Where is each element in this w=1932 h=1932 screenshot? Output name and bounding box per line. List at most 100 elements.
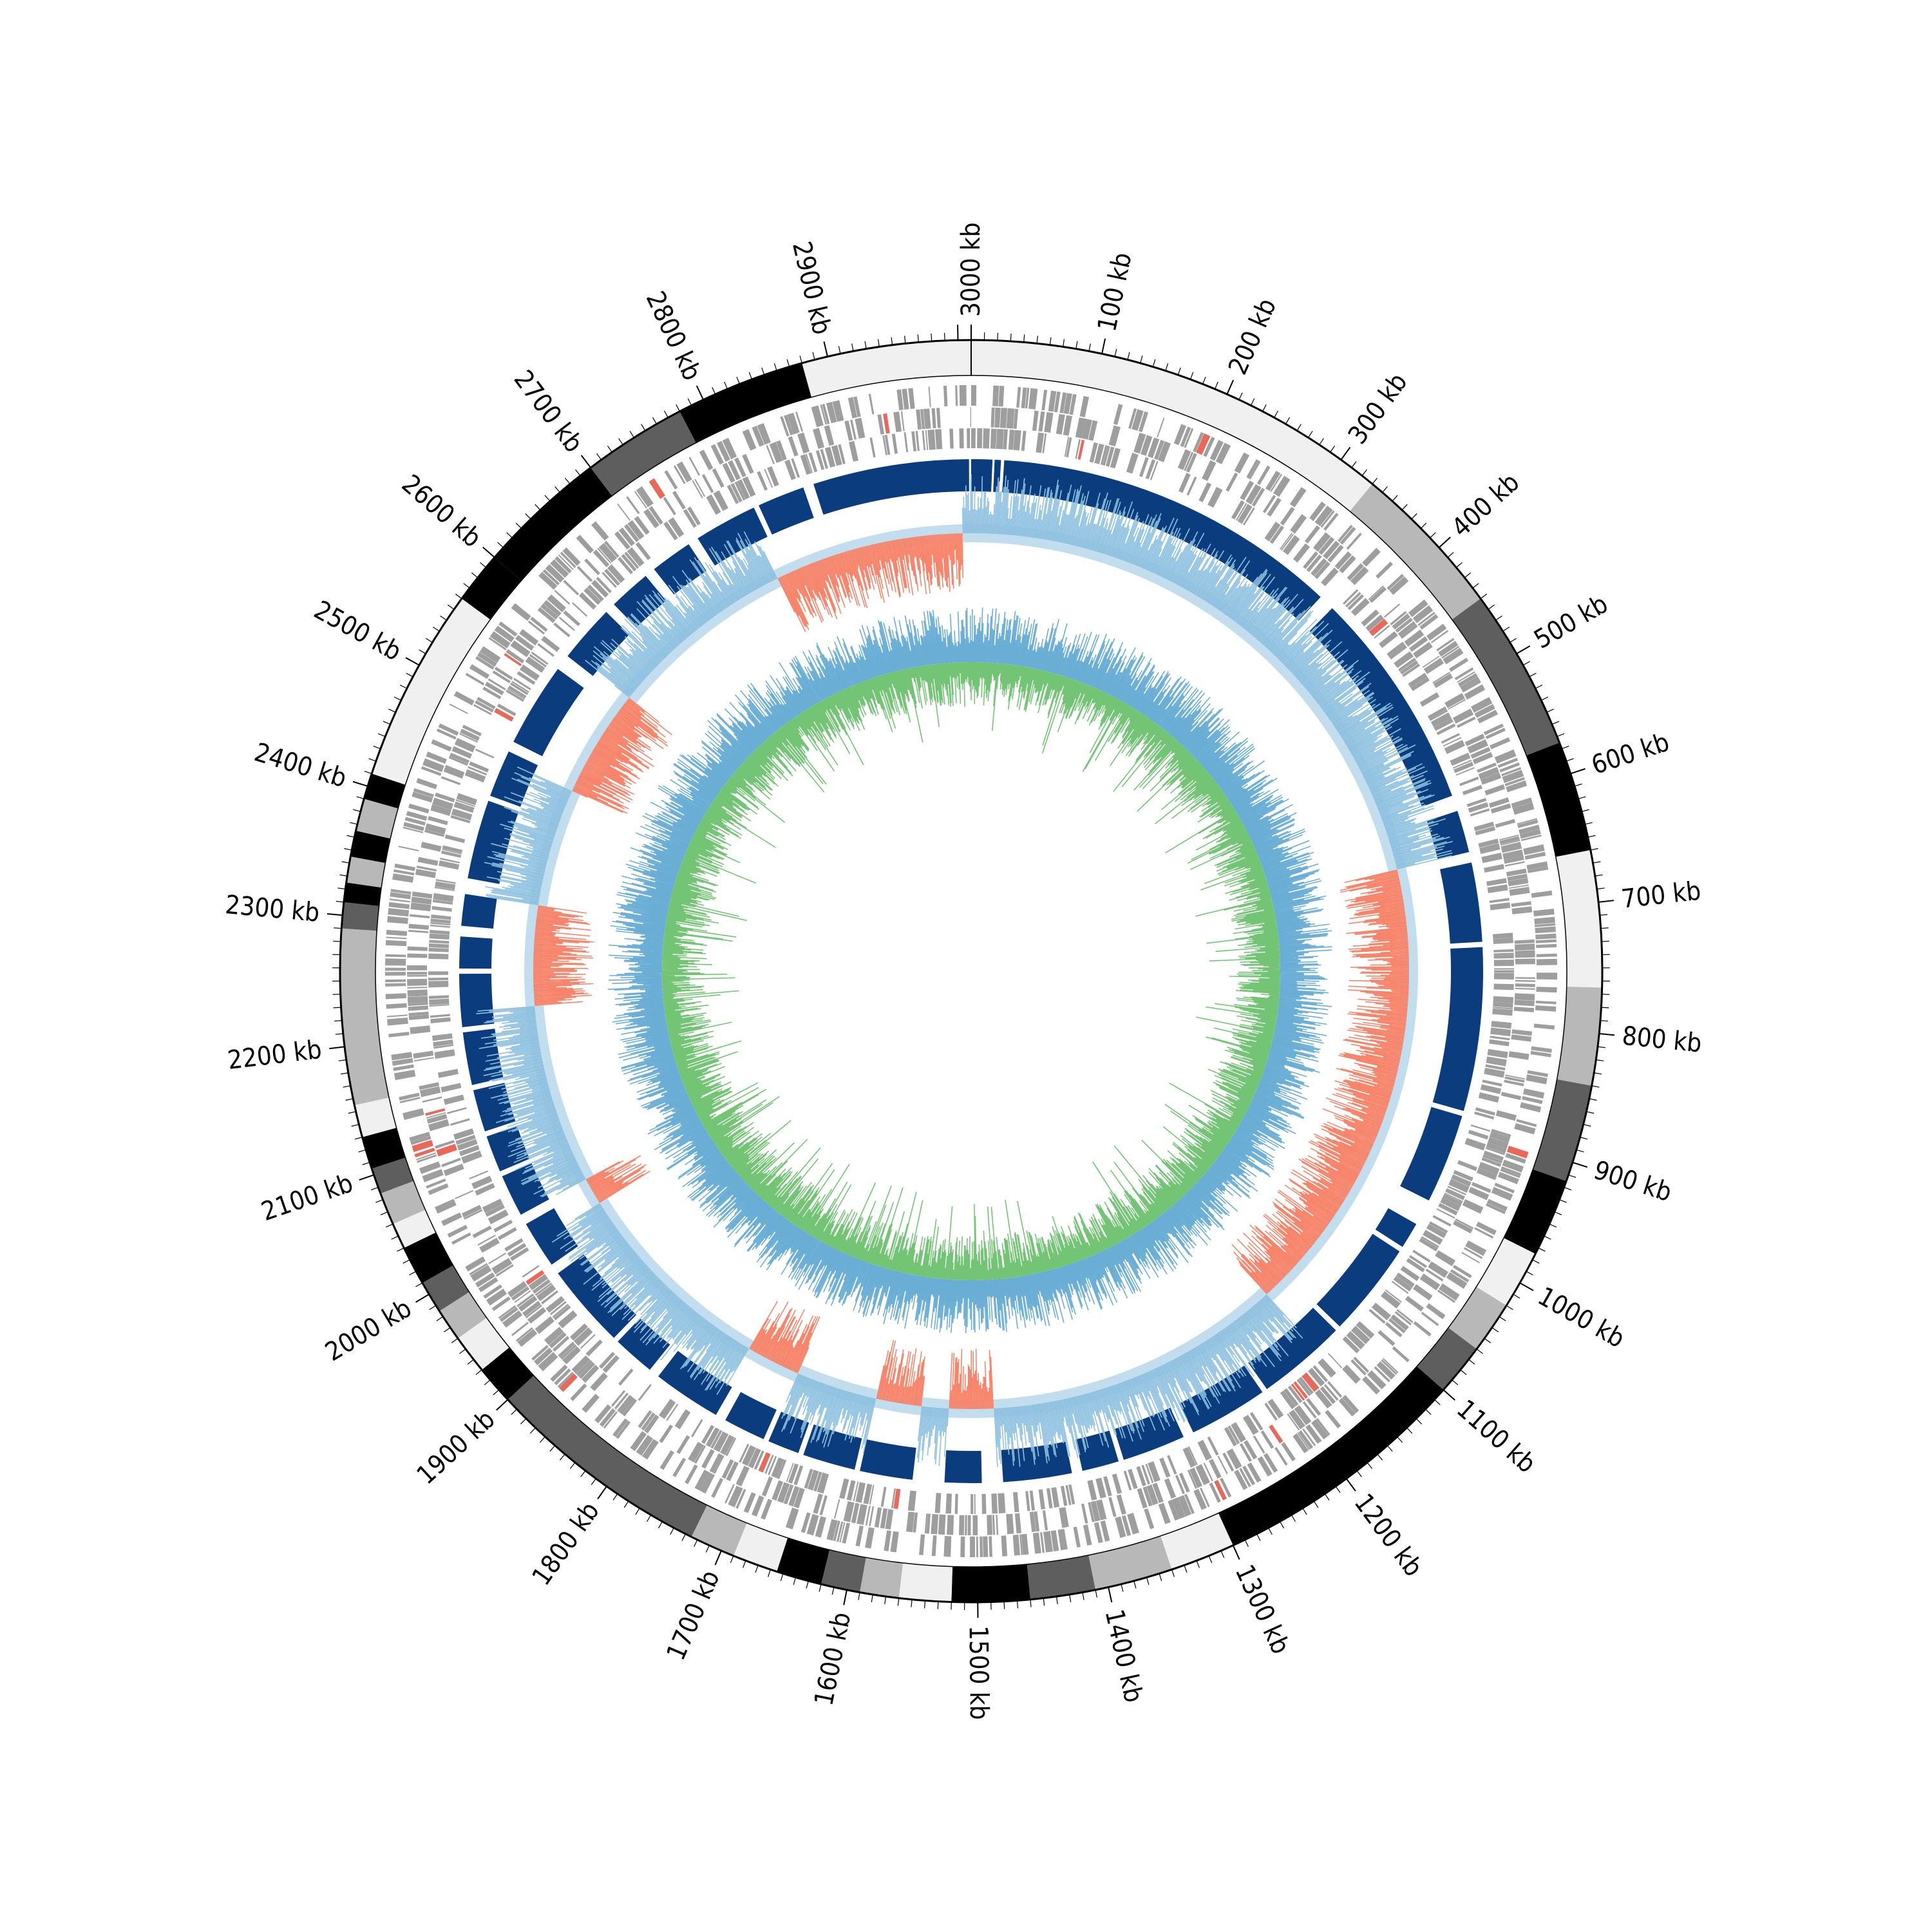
feature-mark [1485,1064,1506,1071]
minor-tick [1146,1577,1150,1586]
minor-tick [1468,1359,1475,1365]
major-tick [1598,900,1615,903]
blue-block [462,1028,504,1085]
feature-mark [618,556,633,574]
feature-mark [771,1457,784,1479]
feature-mark [585,1339,603,1357]
skew-track [476,474,1454,1467]
feature-mark [1347,594,1364,611]
minor-tick [1526,1271,1533,1276]
feature-mark [1203,437,1215,457]
feature-mark [1334,551,1352,570]
feature-mark [1083,1524,1092,1546]
minor-tick [1594,1072,1602,1075]
feature-mark [1464,1137,1486,1151]
minor-tick [393,696,402,701]
outer-band [971,340,1372,511]
minor-tick [1351,461,1357,468]
feature-mark [1448,658,1469,672]
feature-mark [1527,1070,1548,1077]
minor-tick [1411,513,1417,520]
minor-tick [1510,638,1517,643]
minor-tick [1372,477,1378,484]
feature-mark [1167,1455,1177,1475]
feature-mark [974,1493,976,1514]
feature-mark [1474,1227,1494,1239]
feature-mark [443,1094,464,1105]
feature-mark [558,1341,575,1358]
minor-tick [544,495,551,502]
feature-mark [931,1535,937,1557]
feature-mark [891,1488,896,1509]
feature-mark [1506,868,1527,876]
tick-label: 1400 kb [1099,1607,1148,1705]
feature-mark [1459,676,1481,693]
feature-mark [1515,958,1535,965]
feature-mark [1405,1296,1424,1312]
feature-mark [477,652,497,667]
feature-mark [795,412,804,432]
feature-mark [602,1355,620,1373]
feature-mark [1508,1051,1530,1060]
feature-mark [1533,908,1555,916]
feature-mark [430,918,451,924]
feature-mark [1408,1255,1427,1268]
feature-mark [991,1493,998,1514]
minor-tick [391,1235,399,1240]
feature-mark [494,667,513,680]
blue-block [1440,862,1482,944]
feature-mark [1504,856,1524,864]
blue-block [1426,811,1470,860]
feature-mark [1493,968,1514,970]
feature-mark [1094,443,1104,464]
feature-mark [1245,484,1262,505]
feature-mark [808,452,818,473]
minor-tick [397,1247,404,1252]
feature-mark [983,428,990,449]
minor-tick [877,339,880,347]
blue-block [1309,608,1452,807]
feature-mark [1504,1076,1525,1083]
feature-mark [863,1483,873,1504]
feature-mark [1175,1474,1186,1495]
feature-mark [527,1307,547,1324]
feature-mark [1367,1370,1387,1390]
feature-mark [811,405,824,428]
feature-mark [989,1536,993,1557]
feature-mark [1036,432,1045,453]
feature-mark [725,1437,737,1457]
feature-mark [1480,1084,1502,1094]
feature-mark [385,993,406,999]
feature-mark [1173,424,1186,446]
feature-mark [408,1002,428,1007]
feature-mark [1457,671,1475,683]
feature-mark [1281,533,1294,551]
feature-mark [407,978,428,986]
feature-mark [1450,1269,1470,1283]
minor-tick [560,1454,565,1461]
major-tick [352,781,368,787]
feature-mark [848,397,858,419]
feature-mark [385,979,406,983]
feature-mark [488,637,507,650]
feature-mark [428,1119,450,1132]
feature-mark [1309,501,1326,522]
feature-mark [433,1044,454,1049]
feature-mark [1536,943,1557,949]
feature-mark [419,1082,439,1090]
major-tick [1232,1545,1240,1560]
feature-mark [1152,1482,1164,1503]
tick-label: 300 kb [1343,368,1414,450]
feature-mark [1452,759,1472,769]
feature-mark [435,878,456,884]
minor-tick [1056,1596,1058,1604]
feature-mark [1419,614,1439,630]
feature-mark [983,1536,989,1557]
feature-mark [1511,1034,1532,1042]
feature-mark [576,535,594,554]
feature-mark [1509,887,1530,896]
minor-tick [1406,1427,1413,1434]
outer-band [439,1292,487,1339]
feature-mark [857,1504,867,1525]
feature-mark [1474,704,1495,718]
